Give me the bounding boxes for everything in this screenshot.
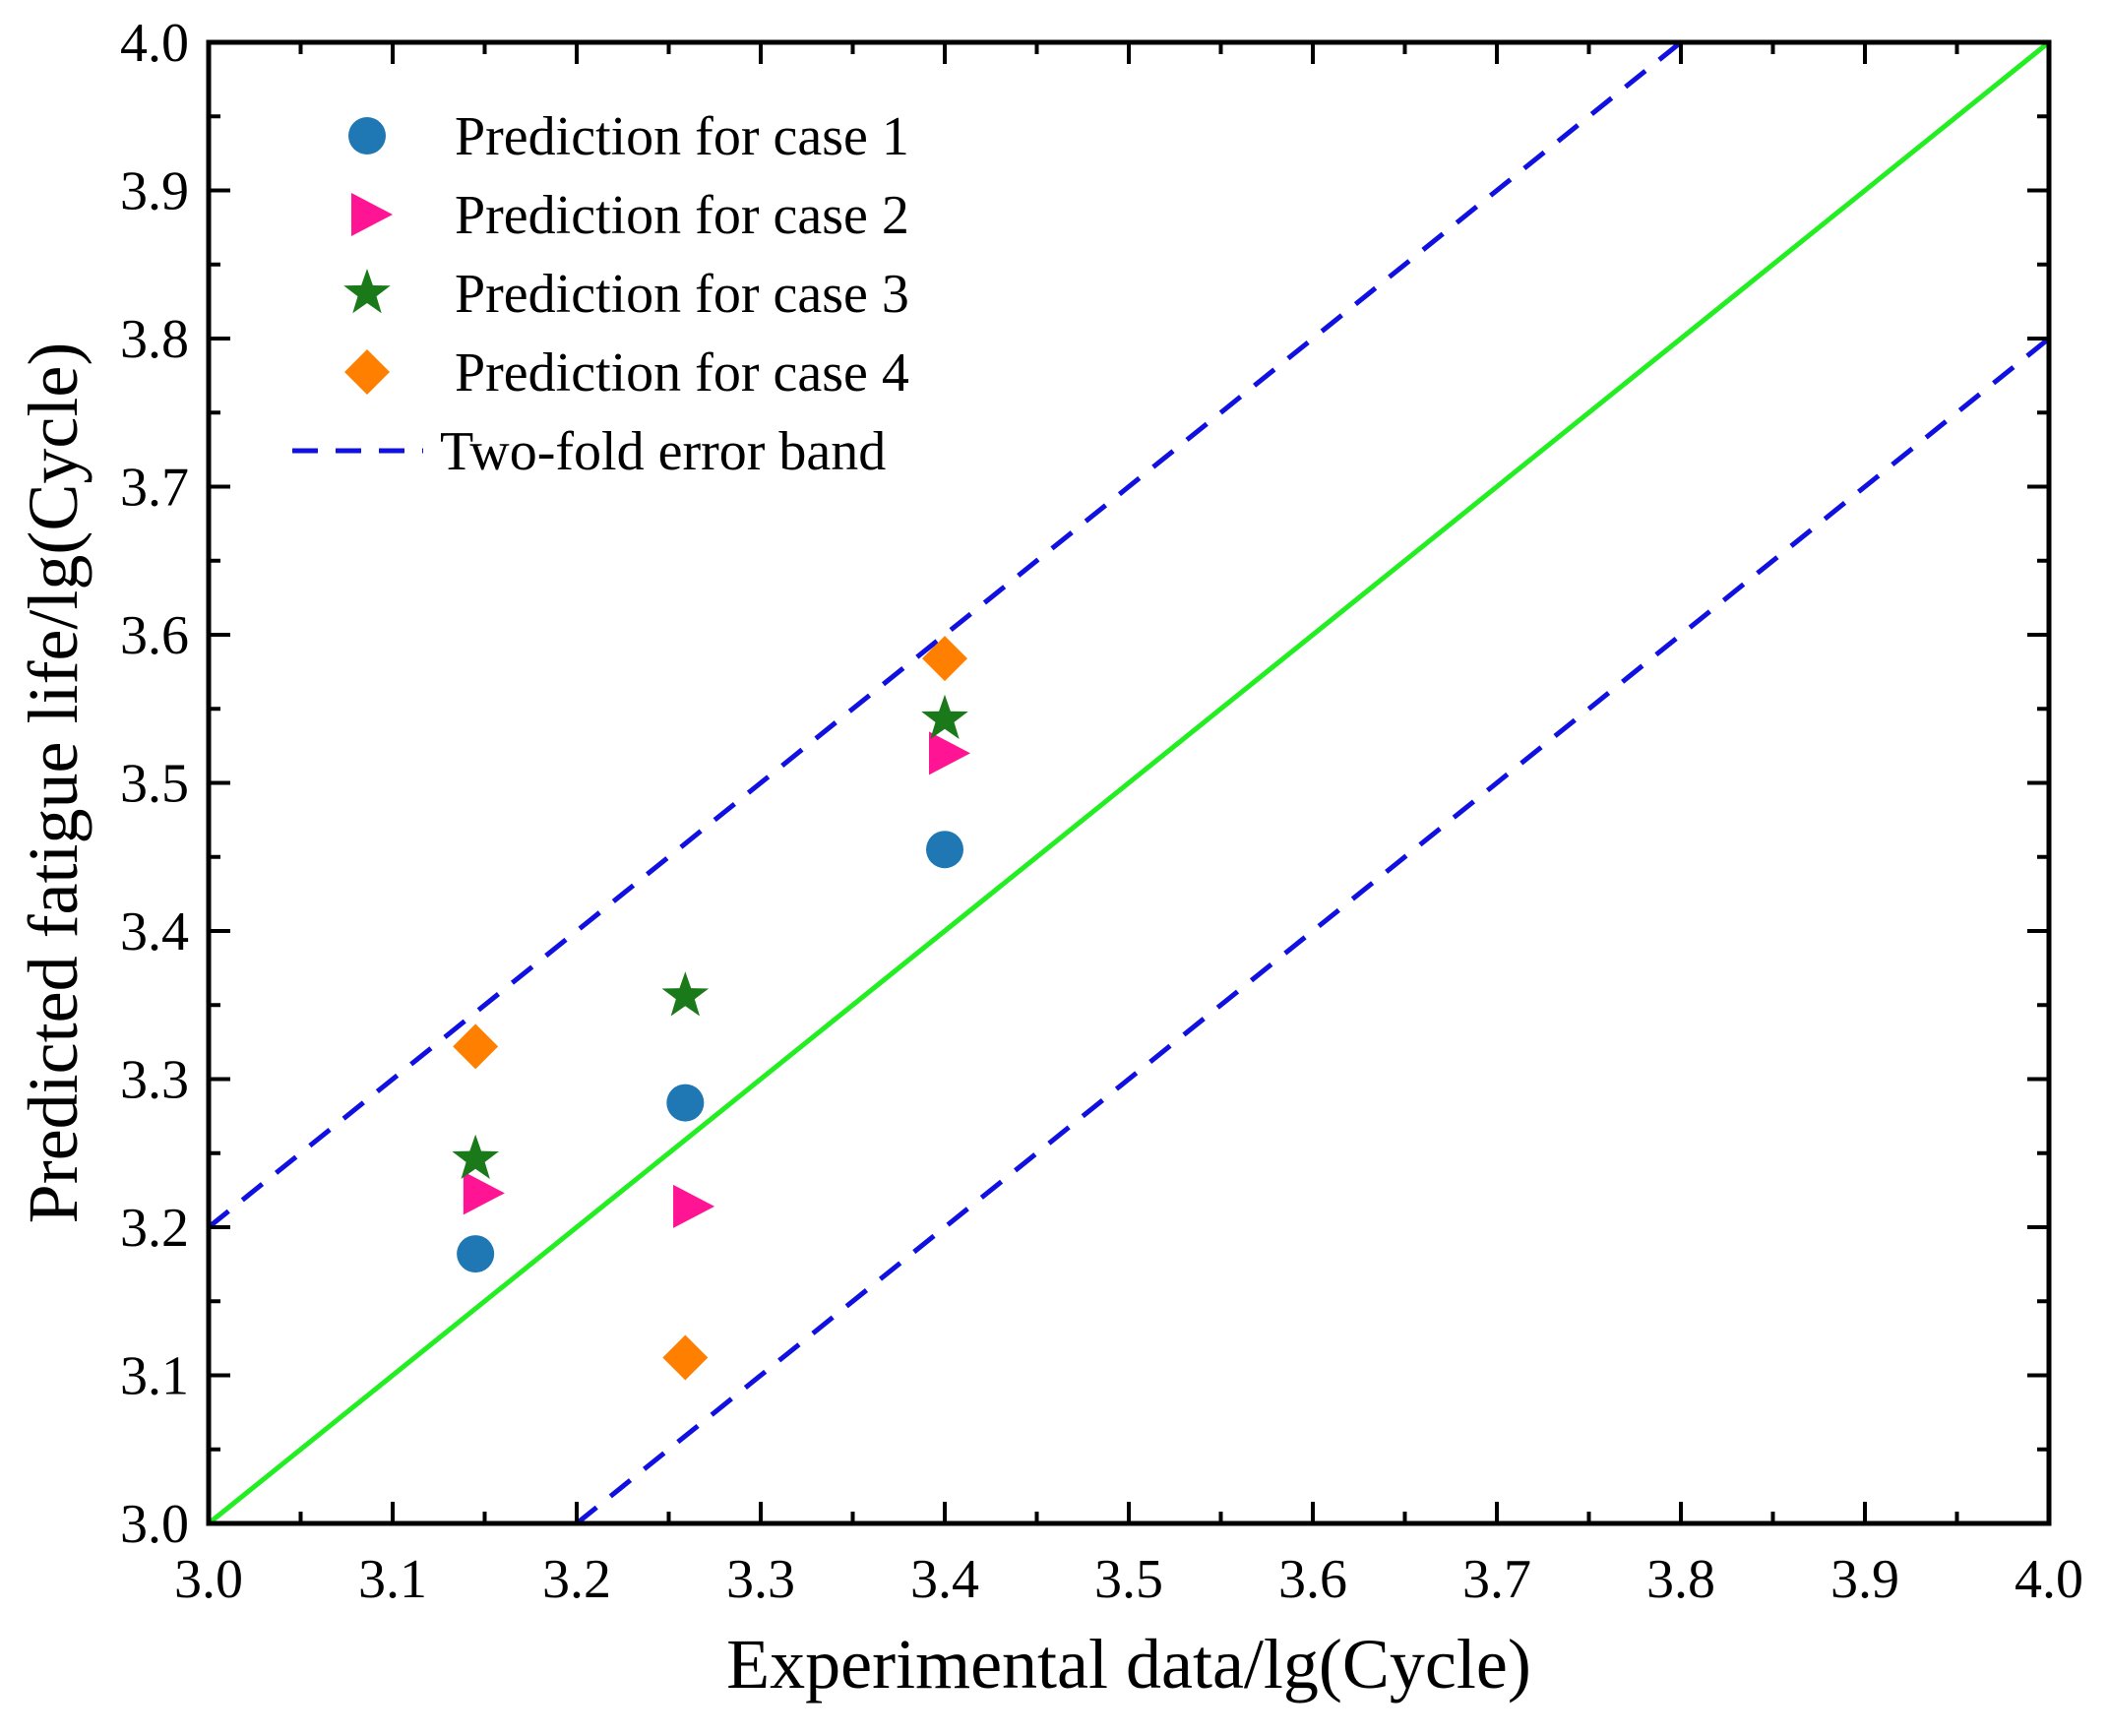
- legend: Prediction for case 1 Prediction for case…: [292, 106, 909, 482]
- y-tick-label: 3.7: [120, 458, 189, 519]
- legend-label-case-1: Prediction for case 1: [455, 106, 909, 167]
- y-tick-label: 3.0: [120, 1494, 189, 1555]
- y-tick-label: 3.8: [120, 309, 189, 370]
- y-tick-label: 4.0: [120, 13, 189, 74]
- y-axis-title: Predicted fatigue life/lg(Cycle): [14, 342, 93, 1224]
- case-1-point-3: [926, 831, 963, 869]
- y-tick-label: 3.4: [120, 901, 189, 962]
- x-tick-label: 3.7: [1462, 1549, 1531, 1610]
- case-1-point-1: [457, 1235, 495, 1273]
- case-4-point-1: [453, 1023, 499, 1070]
- case-2-point-3: [929, 731, 970, 775]
- y-tick-label: 3.9: [120, 161, 189, 222]
- legend-label-case-3: Prediction for case 3: [455, 264, 909, 325]
- x-tick-label: 3.4: [910, 1549, 979, 1610]
- x-tick-label: 3.0: [174, 1549, 243, 1610]
- error-band-line-2: [575, 337, 2049, 1523]
- x-tick-label: 3.9: [1830, 1549, 1899, 1610]
- x-tick-label: 3.6: [1278, 1549, 1347, 1610]
- y-tick-label: 3.6: [120, 605, 189, 666]
- x-axis-title: Experimental data/lg(Cycle): [726, 1625, 1531, 1704]
- identity-line-1: [209, 42, 2049, 1523]
- y-tick-label: 3.2: [120, 1198, 189, 1259]
- case-2-point-1: [463, 1171, 505, 1215]
- case-1-point-2: [666, 1084, 705, 1122]
- reference-lines: [209, 42, 2049, 1523]
- legend-marker-case-1: [348, 117, 386, 155]
- legend-label-error-band: Two-fold error band: [440, 421, 886, 482]
- axis-ticks: 3.0 3.1 3.2 3.3 3.4 3.5 3.6 3.7 3.8 3.9 4.0 3.0 3.1 3…: [120, 13, 2083, 1610]
- x-tick-label: 3.8: [1646, 1549, 1715, 1610]
- data-points: [452, 636, 970, 1381]
- legend-label-case-4: Prediction for case 4: [455, 342, 909, 403]
- y-tick-label: 3.5: [120, 754, 189, 815]
- y-tick-label: 3.1: [120, 1346, 189, 1407]
- x-tick-label: 3.1: [358, 1549, 427, 1610]
- case-3-point-2: [661, 971, 710, 1017]
- x-tick-label: 4.0: [2015, 1549, 2083, 1610]
- legend-label-case-2: Prediction for case 2: [455, 185, 909, 246]
- case-3-point-1: [452, 1134, 499, 1179]
- case-4-point-2: [662, 1334, 709, 1381]
- x-tick-label: 3.2: [542, 1549, 611, 1610]
- legend-marker-case-4: [344, 349, 390, 395]
- x-tick-label: 3.5: [1094, 1549, 1163, 1610]
- case-2-point-2: [673, 1184, 715, 1228]
- case-3-point-3: [921, 694, 968, 740]
- case-4-point-3: [922, 636, 967, 682]
- legend-marker-case-2: [351, 193, 393, 236]
- x-tick-label: 3.3: [726, 1549, 795, 1610]
- error-band-line-1: [209, 42, 1683, 1229]
- legend-marker-case-3: [343, 269, 391, 314]
- y-tick-label: 3.3: [120, 1050, 189, 1111]
